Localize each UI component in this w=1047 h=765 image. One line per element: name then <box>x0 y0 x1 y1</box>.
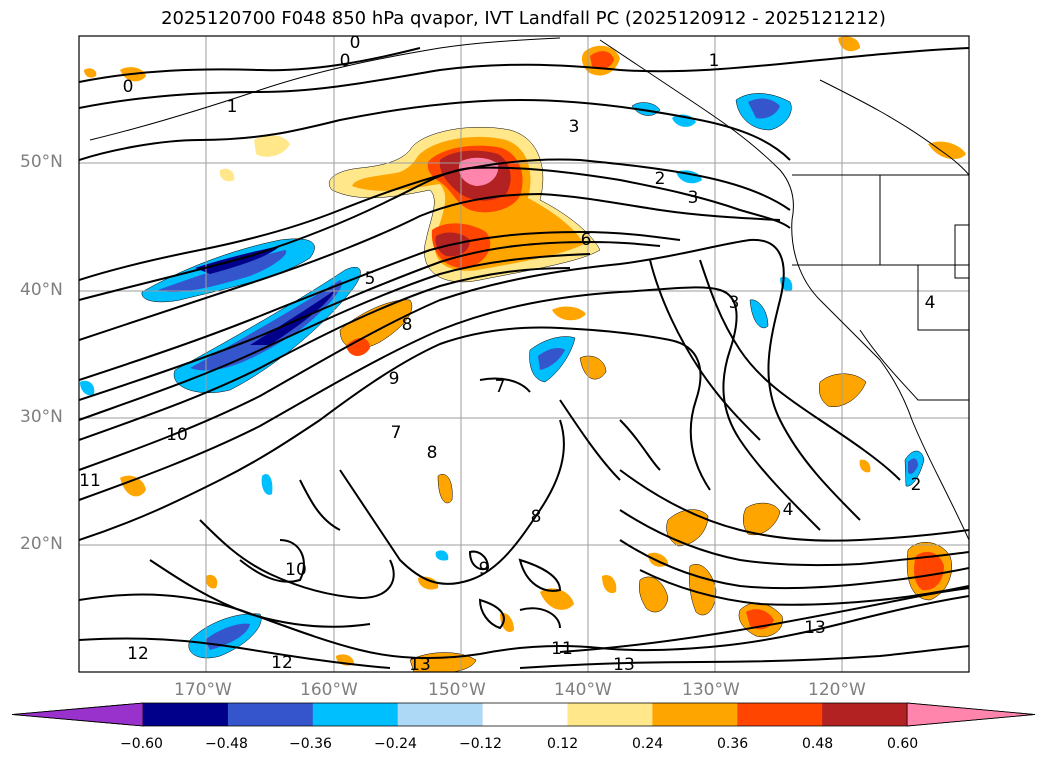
lon-label-130w: 130°W <box>682 680 740 700</box>
contour-label: 4 <box>783 500 794 520</box>
colorbar-tick-label: 0.12 <box>547 736 579 752</box>
contour-label: 8 <box>427 443 438 463</box>
map-frame <box>78 35 970 673</box>
contour-label: 10 <box>285 560 307 580</box>
contour-label: 10 <box>166 425 188 445</box>
qvapor-contours <box>79 47 969 669</box>
lon-label-160w: 160°W <box>300 680 358 700</box>
contour-label: 12 <box>127 644 149 664</box>
contour-label: 9 <box>479 559 490 579</box>
lon-label-150w: 150°W <box>428 680 486 700</box>
negative-anomaly-areas <box>80 93 925 659</box>
contour-label: 0 <box>350 33 361 53</box>
colorbar-tick-label: −0.48 <box>205 736 248 752</box>
contour-label: 11 <box>551 639 573 659</box>
contour-label: 8 <box>402 315 413 335</box>
contour-label: 2 <box>655 169 666 189</box>
colorbar-tick-label: 0.60 <box>887 736 919 752</box>
contour-label: 13 <box>613 655 635 675</box>
colorbar-tick-label: 0.36 <box>717 736 749 752</box>
contour-label: 5 <box>365 269 376 289</box>
colorbar-tick-label: 0.48 <box>802 736 834 752</box>
contour-label: 1 <box>227 97 238 117</box>
contour-label: 1 <box>709 51 720 71</box>
colorbar-outline <box>11 702 1036 727</box>
colorbar-tick-label: 0.24 <box>632 736 664 752</box>
colorbar-extend-right <box>906 702 1036 727</box>
contour-label: 13 <box>409 655 431 675</box>
contour-label: 3 <box>569 117 580 137</box>
map-title: 2025120700 F048 850 hPa qvapor, IVT Land… <box>161 8 886 29</box>
colorbar-tick-label: −0.60 <box>120 736 163 752</box>
lat-label-30n: 30°N <box>20 407 63 427</box>
colorbar-segment <box>652 703 738 726</box>
contour-label: 2 <box>911 475 922 495</box>
contour-label: 13 <box>804 618 826 638</box>
colorbar-extend-left <box>11 702 144 727</box>
contour-label: 0 <box>123 77 134 97</box>
contour-label: 3 <box>729 293 740 313</box>
contour-label: 3 <box>688 188 699 208</box>
contour-label: 9 <box>389 369 400 389</box>
colorbar-tick-label: −0.36 <box>289 736 332 752</box>
colorbar-segment <box>822 703 908 726</box>
contour-label: 6 <box>581 230 592 250</box>
colorbar-segment <box>482 703 568 726</box>
colorbar-segment <box>143 703 229 726</box>
colorbar-tick-label: −0.12 <box>459 736 502 752</box>
lat-label-50n: 50°N <box>20 152 63 172</box>
contour-label: 4 <box>925 293 936 313</box>
contour-label: 8 <box>531 507 542 527</box>
contour-label: 0 <box>340 51 351 71</box>
colorbar-segment <box>227 703 314 726</box>
lat-label-20n: 20°N <box>20 534 63 554</box>
colorbar-segment <box>737 703 823 726</box>
contour-label: 12 <box>271 653 293 673</box>
lon-label-140w: 140°W <box>554 680 612 700</box>
colorbar <box>11 702 1036 727</box>
lat-label-40n: 40°N <box>20 280 63 300</box>
lon-label-120w: 120°W <box>808 680 866 700</box>
colorbar-segment <box>567 703 653 726</box>
contour-label: 7 <box>495 377 506 397</box>
colorbar-segment <box>312 703 399 726</box>
coastlines <box>89 37 969 541</box>
colorbar-tick-label: −0.24 <box>374 736 417 752</box>
contour-label: 11 <box>79 471 101 491</box>
colorbar-segment <box>397 703 484 726</box>
contour-label: 7 <box>391 423 402 443</box>
lon-label-170w: 170°W <box>174 680 232 700</box>
